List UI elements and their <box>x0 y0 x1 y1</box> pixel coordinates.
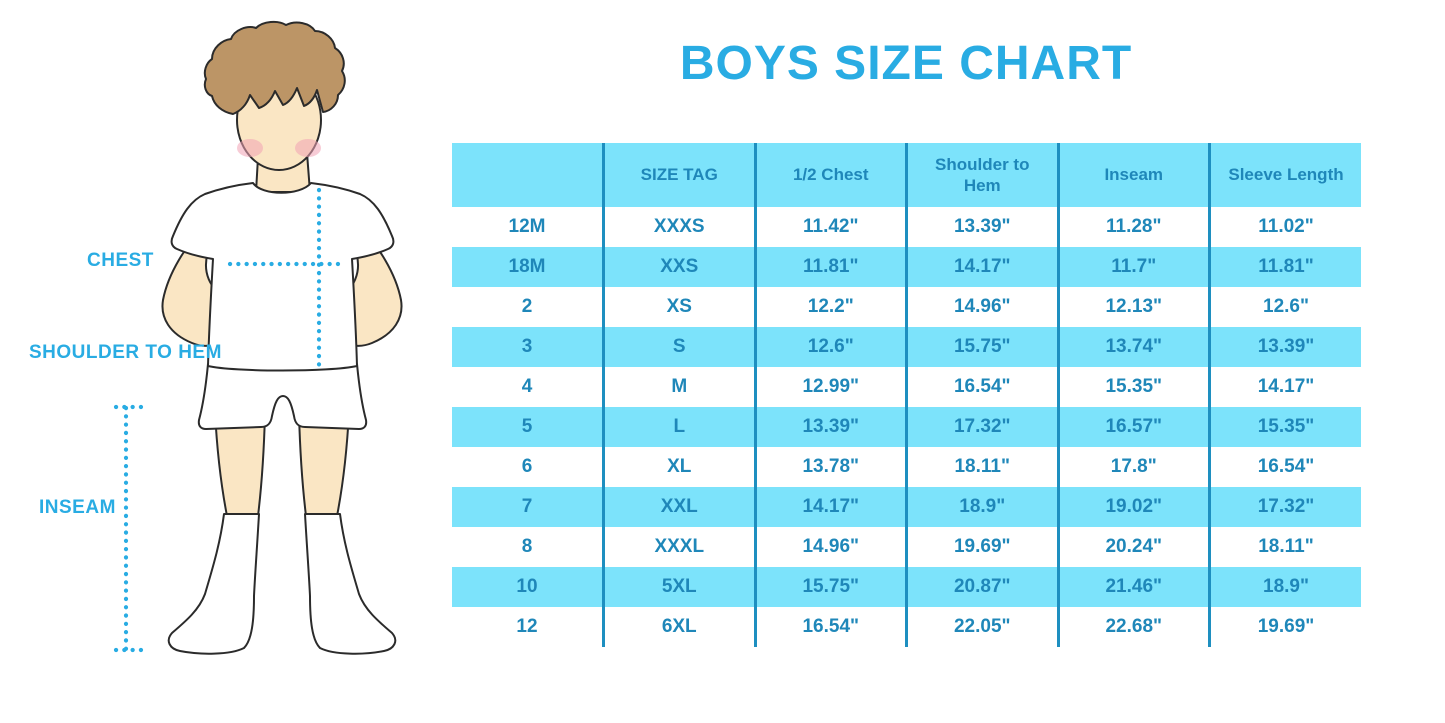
table-cell: XXXS <box>602 207 755 247</box>
table-cell: 18.11" <box>905 447 1058 487</box>
table-cell: XXXL <box>602 527 755 567</box>
table-cell: 12.99" <box>753 367 907 407</box>
table-cell: 14.17" <box>753 487 907 527</box>
table-cell: 15.75" <box>753 567 907 607</box>
table-row: 10 5XL 15.75" 20.87" 21.46" 18.9" <box>452 567 1361 607</box>
table-cell: XXS <box>602 247 755 287</box>
table-cell: 14.96" <box>753 527 907 567</box>
table-cell: 17.32" <box>1208 487 1361 527</box>
measurement-dotted-lines <box>113 187 347 653</box>
chest-label: CHEST <box>87 250 154 271</box>
table-cell: 13.74" <box>1056 327 1210 367</box>
boy-tshirt <box>170 182 395 372</box>
table-cell: 19.02" <box>1056 487 1210 527</box>
table-cell: 6XL <box>602 607 755 647</box>
table-row: 12M XXXS 11.42" 13.39" 11.28" 11.02" <box>452 207 1361 247</box>
table-cell: 12 <box>452 607 604 647</box>
table-header-cell: SIZE TAG <box>602 143 755 207</box>
table-cell: L <box>602 407 755 447</box>
table-cell: 15.35" <box>1056 367 1210 407</box>
boy-hair <box>203 20 346 115</box>
table-cell: 19.69" <box>905 527 1058 567</box>
table-cell: 6 <box>452 447 604 487</box>
table-cell: 11.02" <box>1208 207 1361 247</box>
table-cell: 18M <box>452 247 604 287</box>
table-cell: 5XL <box>602 567 755 607</box>
table-row: 18M XXS 11.81" 14.17" 11.7" 11.81" <box>452 247 1361 287</box>
table-row: 7 XXL 14.17" 18.9" 19.02" 17.32" <box>452 487 1361 527</box>
table-row: 8 XXXL 14.96" 19.69" 20.24" 18.11" <box>452 527 1361 567</box>
table-cell: 16.54" <box>753 607 907 647</box>
table-cell: 11.42" <box>753 207 907 247</box>
table-cell: 15.35" <box>1208 407 1361 447</box>
shoulder-to-hem-label: SHOULDER TO HEM <box>29 342 222 363</box>
table-cell: 18.9" <box>1208 567 1361 607</box>
inseam-label: INSEAM <box>39 497 116 518</box>
table-cell: 8 <box>452 527 604 567</box>
table-cell: 12.6" <box>753 327 907 367</box>
table-row: 12 6XL 16.54" 22.05" 22.68" 19.69" <box>452 607 1361 647</box>
table-cell: S <box>602 327 755 367</box>
table-cell: 22.68" <box>1056 607 1210 647</box>
table-cell: XS <box>602 287 755 327</box>
table-cell: 13.78" <box>753 447 907 487</box>
table-cell: M <box>602 367 755 407</box>
table-header-cell: Inseam <box>1056 143 1210 207</box>
table-cell: 11.28" <box>1056 207 1210 247</box>
table-cell: 2 <box>452 287 604 327</box>
table-cell: 4 <box>452 367 604 407</box>
table-cell: 14.17" <box>1208 367 1361 407</box>
page-title: BOYS SIZE CHART <box>679 37 1133 90</box>
table-cell: 20.24" <box>1056 527 1210 567</box>
table-cell: 20.87" <box>905 567 1058 607</box>
table-cell: XXL <box>602 487 755 527</box>
boy-shorts <box>197 363 368 430</box>
table-cell: 12.13" <box>1056 287 1210 327</box>
table-cell: 17.8" <box>1056 447 1210 487</box>
table-cell: 5 <box>452 407 604 447</box>
table-cell: 16.57" <box>1056 407 1210 447</box>
boy-right-sock <box>304 513 397 655</box>
table-cell: 19.69" <box>1208 607 1361 647</box>
table-cell: 12M <box>452 207 604 247</box>
table-row: 4 M 12.99" 16.54" 15.35" 14.17" <box>452 367 1361 407</box>
table-header-cell <box>452 143 604 207</box>
boy-figure-illustration <box>113 20 403 655</box>
boy-cheeks <box>237 139 321 157</box>
table-cell: 14.96" <box>905 287 1058 327</box>
table-cell: 13.39" <box>753 407 907 447</box>
measurement-figure-panel: CHEST SHOULDER TO HEM INSEAM <box>0 0 450 723</box>
table-cell: 11.81" <box>753 247 907 287</box>
table-cell: 12.6" <box>1208 287 1361 327</box>
table-row: 6 XL 13.78" 18.11" 17.8" 16.54" <box>452 447 1361 487</box>
table-cell: 21.46" <box>1056 567 1210 607</box>
table-cell: 11.81" <box>1208 247 1361 287</box>
table-cell: 12.2" <box>753 287 907 327</box>
size-table: SIZE TAG 1/2 Chest Shoulder to Hem Inseam Sl… <box>452 143 1361 647</box>
table-row: 3 S 12.6" 15.75" 13.74" 13.39" <box>452 327 1361 367</box>
table-cell: 13.39" <box>905 207 1058 247</box>
table-cell: 10 <box>452 567 604 607</box>
boy-left-sock <box>167 513 260 655</box>
table-row: 5 L 13.39" 17.32" 16.57" 15.35" <box>452 407 1361 447</box>
table-cell: 13.39" <box>1208 327 1361 367</box>
table-header-row: SIZE TAG 1/2 Chest Shoulder to Hem Inseam Sl… <box>452 143 1361 207</box>
table-cell: 16.54" <box>905 367 1058 407</box>
table-cell: 3 <box>452 327 604 367</box>
table-cell: XL <box>602 447 755 487</box>
table-cell: 16.54" <box>1208 447 1361 487</box>
table-header-cell: 1/2 Chest <box>753 143 907 207</box>
table-cell: 11.7" <box>1056 247 1210 287</box>
table-cell: 7 <box>452 487 604 527</box>
table-cell: 14.17" <box>905 247 1058 287</box>
table-cell: 22.05" <box>905 607 1058 647</box>
table-header-cell: Shoulder to Hem <box>905 143 1058 207</box>
table-cell: 17.32" <box>905 407 1058 447</box>
table-header-cell: Sleeve Length <box>1208 143 1361 207</box>
table-cell: 18.11" <box>1208 527 1361 567</box>
table-cell: 15.75" <box>905 327 1058 367</box>
table-row: 2 XS 12.2" 14.96" 12.13" 12.6" <box>452 287 1361 327</box>
table-cell: 18.9" <box>905 487 1058 527</box>
